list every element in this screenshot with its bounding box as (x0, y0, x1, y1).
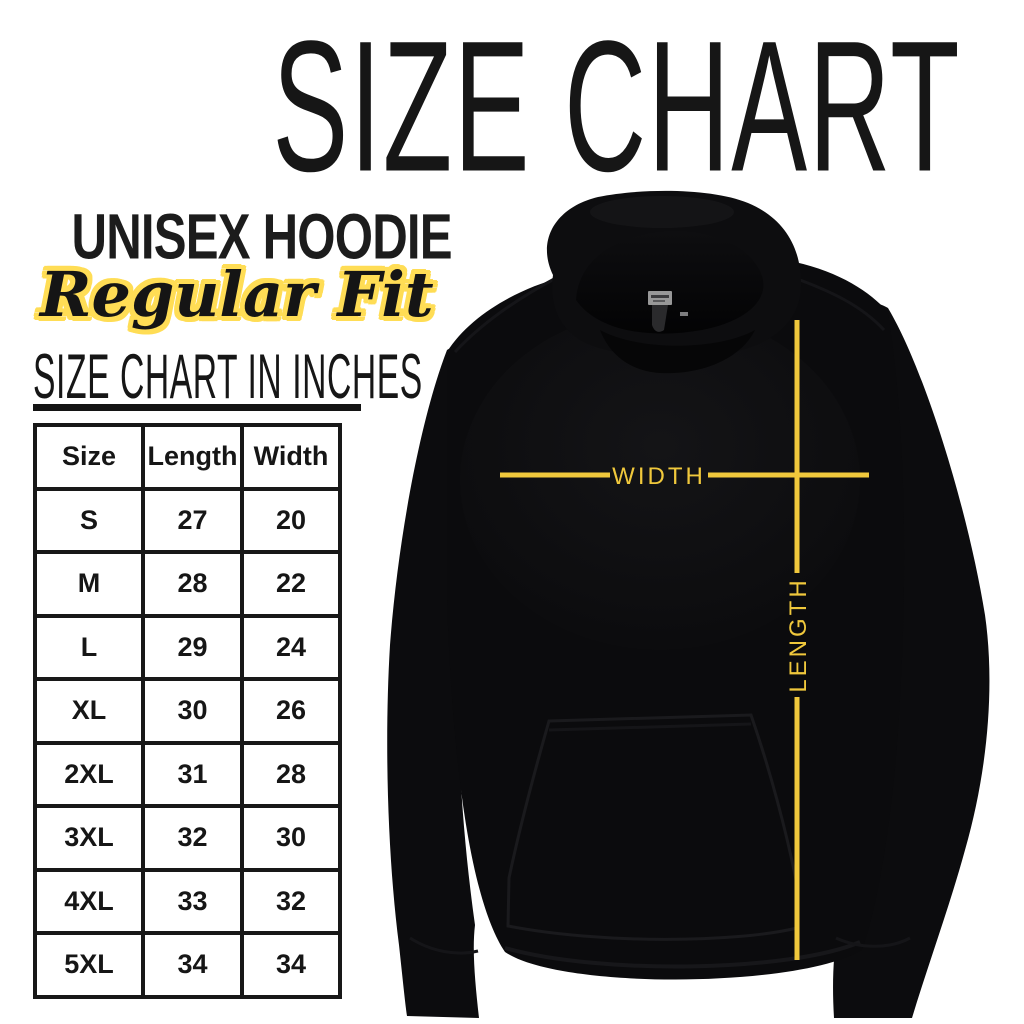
width-measure-label: WIDTH (612, 463, 706, 490)
hem-band (504, 940, 861, 969)
hood-opening (576, 231, 764, 334)
table-row: M 28 22 (33, 550, 342, 618)
section-heading: SIZE CHART IN INCHES (33, 341, 423, 412)
width-cell: 34 (240, 931, 342, 999)
width-cell: 28 (240, 740, 342, 808)
length-cell: 27 (141, 486, 244, 554)
size-cell: 3XL (33, 804, 145, 872)
pocket-top-seam (548, 722, 752, 732)
table-row: 5XL 34 34 (33, 931, 342, 999)
size-cell: L (33, 613, 145, 681)
length-cell: 29 (141, 613, 244, 681)
fit-subtitle: Regular Fit (40, 258, 434, 331)
table-header-row: Size Length Width (33, 423, 342, 491)
col-header-size: Size (33, 423, 145, 491)
size-cell: 2XL (33, 740, 145, 808)
neck-tag (648, 291, 688, 332)
col-header-width: Width (240, 423, 342, 491)
size-cell: 4XL (33, 867, 145, 935)
length-cell: 32 (141, 804, 244, 872)
table-row: S 27 20 (33, 486, 342, 554)
measurement-guides (500, 320, 869, 960)
col-header-length: Length (141, 423, 244, 491)
left-cuff (409, 936, 479, 955)
left-shoulder-seam (453, 276, 557, 354)
table-row: XL 30 26 (33, 677, 342, 745)
length-cell: 28 (141, 550, 244, 618)
width-cell: 22 (240, 550, 342, 618)
length-measure-label: LENGTH (785, 577, 812, 692)
width-cell: 30 (240, 804, 342, 872)
right-cuff (835, 936, 911, 948)
size-cell: M (33, 550, 145, 618)
length-cell: 33 (141, 867, 244, 935)
size-cell: 5XL (33, 931, 145, 999)
size-cell: S (33, 486, 145, 554)
size-table: Size Length Width S 27 20 M 28 22 L 29 2… (33, 423, 342, 999)
table-row: L 29 24 (33, 613, 342, 681)
width-cell: 24 (240, 613, 342, 681)
hood-top-highlight (590, 196, 734, 228)
width-cell: 26 (240, 677, 342, 745)
table-row: 3XL 32 30 (33, 804, 342, 872)
size-cell: XL (33, 677, 145, 745)
length-cell: 31 (141, 740, 244, 808)
table-row: 4XL 33 32 (33, 867, 342, 935)
table-row: 2XL 31 28 (33, 740, 342, 808)
width-cell: 20 (240, 486, 342, 554)
length-cell: 30 (141, 677, 244, 745)
kangaroo-pocket (506, 713, 799, 941)
heading-underline (33, 404, 361, 411)
length-cell: 34 (141, 931, 244, 999)
hood-neck-shadow (600, 330, 755, 374)
chest-highlight (460, 310, 860, 650)
width-cell: 32 (240, 867, 342, 935)
right-shoulder-seam (799, 278, 886, 332)
